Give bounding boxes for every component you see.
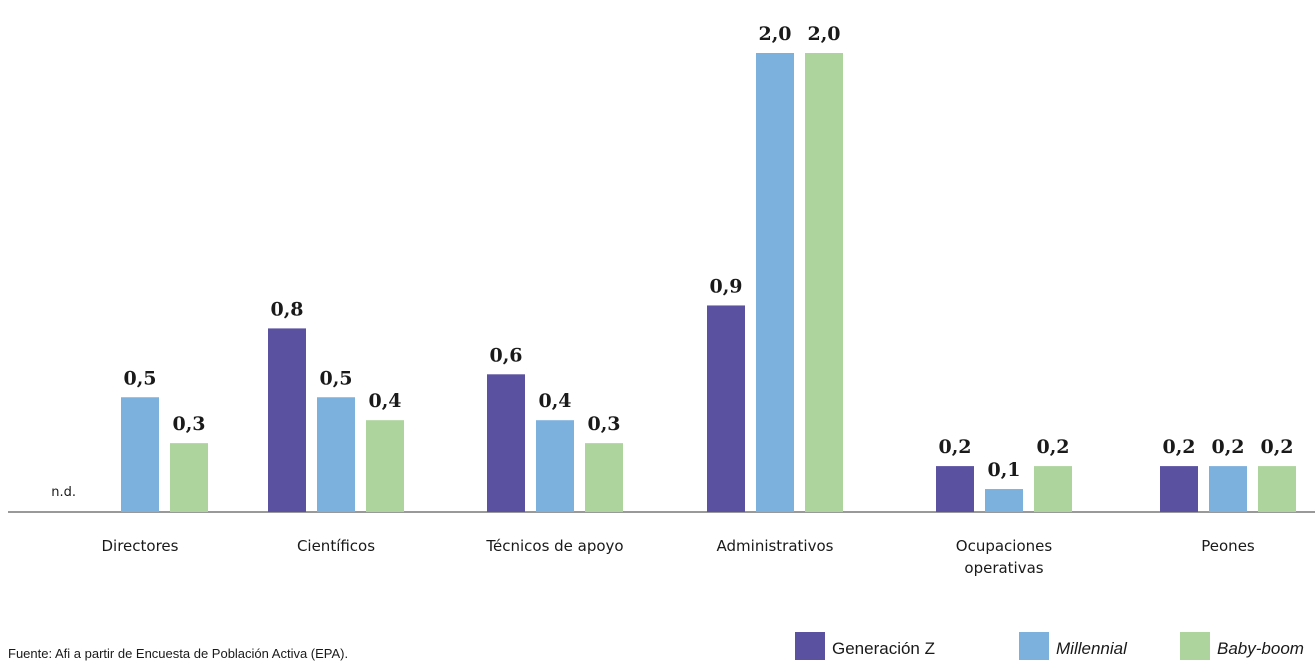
legend-label: Generación Z [832, 639, 935, 658]
category-label: Ocupaciones [956, 537, 1053, 555]
legend-label: Millennial [1056, 639, 1128, 658]
bar [936, 466, 974, 512]
bar [985, 489, 1023, 512]
data-label: 0,2 [1211, 436, 1244, 458]
data-label: 0,8 [270, 298, 303, 320]
bar [805, 53, 843, 512]
bar [1034, 466, 1072, 512]
data-label: 0,4 [368, 390, 401, 412]
category-label: Científicos [297, 537, 375, 555]
bar [170, 443, 208, 512]
legend-label: Baby-boom [1217, 639, 1304, 658]
bar [268, 328, 306, 512]
category-labels-layer: Directores Científicos Técnicos de apoyo Ad… [102, 537, 1255, 577]
legend-swatch [1019, 632, 1049, 660]
data-label: 2,0 [807, 23, 840, 45]
legend: Generación Z Millennial Baby-boom [795, 632, 1304, 660]
bar [536, 420, 574, 512]
bars-layer [121, 53, 1296, 512]
category-label: Directores [102, 537, 179, 555]
legend-swatch [1180, 632, 1210, 660]
legend-swatch [795, 632, 825, 660]
bar [317, 397, 355, 512]
data-label: 0,3 [587, 413, 620, 435]
bar [121, 397, 159, 512]
bar [756, 53, 794, 512]
value-labels-layer: n.d. 0,5 0,3 0,8 0,5 0,4 0,6 0,4 0,3 0,9 2,0 2,0 0,2… [51, 23, 1293, 500]
category-label: Administrativos [717, 537, 834, 555]
data-label: 0,1 [987, 459, 1020, 481]
data-label: 0,2 [1162, 436, 1195, 458]
bar [1209, 466, 1247, 512]
data-label: 0,3 [172, 413, 205, 435]
bar [707, 305, 745, 512]
bar [487, 374, 525, 512]
data-label: 0,2 [938, 436, 971, 458]
category-label: Peones [1201, 537, 1255, 555]
not-available-label: n.d. [51, 485, 76, 500]
category-label: operativas [964, 559, 1043, 577]
bar [366, 420, 404, 512]
data-label: 0,5 [319, 367, 352, 389]
bar [1160, 466, 1198, 512]
data-label: 0,6 [489, 344, 522, 366]
data-label: 0,2 [1036, 436, 1069, 458]
data-label: 0,9 [709, 275, 742, 297]
data-label: 2,0 [758, 23, 791, 45]
data-label: 0,2 [1260, 436, 1293, 458]
bar [1258, 466, 1296, 512]
bar [585, 443, 623, 512]
data-label: 0,4 [538, 390, 571, 412]
source-note: Fuente: Afi a partir de Encuesta de Pobl… [8, 646, 349, 661]
data-label: 0,5 [123, 367, 156, 389]
category-label: Técnicos de apoyo [485, 537, 623, 555]
